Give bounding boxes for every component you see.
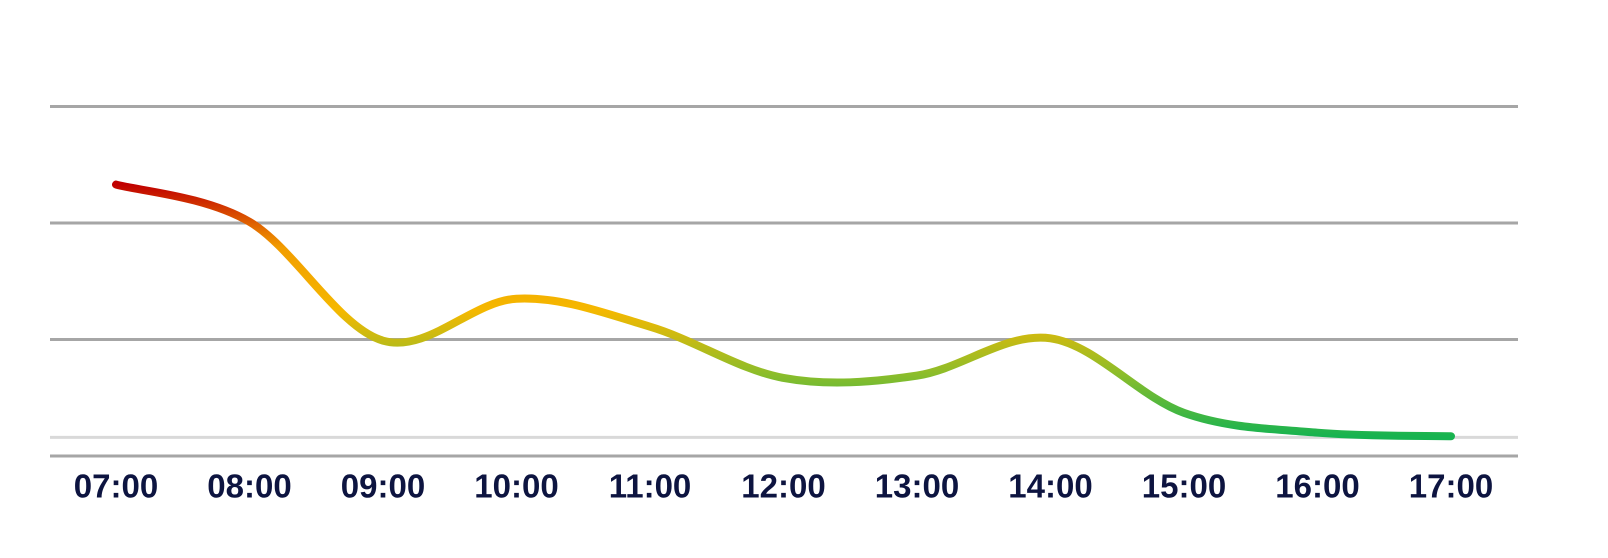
x-tick-label: 11:00 [609, 468, 692, 505]
x-tick-label: 07:00 [74, 468, 158, 505]
x-tick-label: 13:00 [875, 468, 959, 505]
x-tick-label: 09:00 [341, 468, 425, 505]
x-tick-label: 17:00 [1409, 468, 1493, 505]
series-line [112, 180, 1455, 441]
x-tick-label: 15:00 [1142, 468, 1226, 505]
x-tick-label: 16:00 [1275, 468, 1359, 505]
x-tick-label: 08:00 [207, 468, 291, 505]
x-tick-label: 12:00 [741, 468, 825, 505]
x-tick-label: 10:00 [474, 468, 558, 505]
x-tick-label: 14:00 [1008, 468, 1092, 505]
